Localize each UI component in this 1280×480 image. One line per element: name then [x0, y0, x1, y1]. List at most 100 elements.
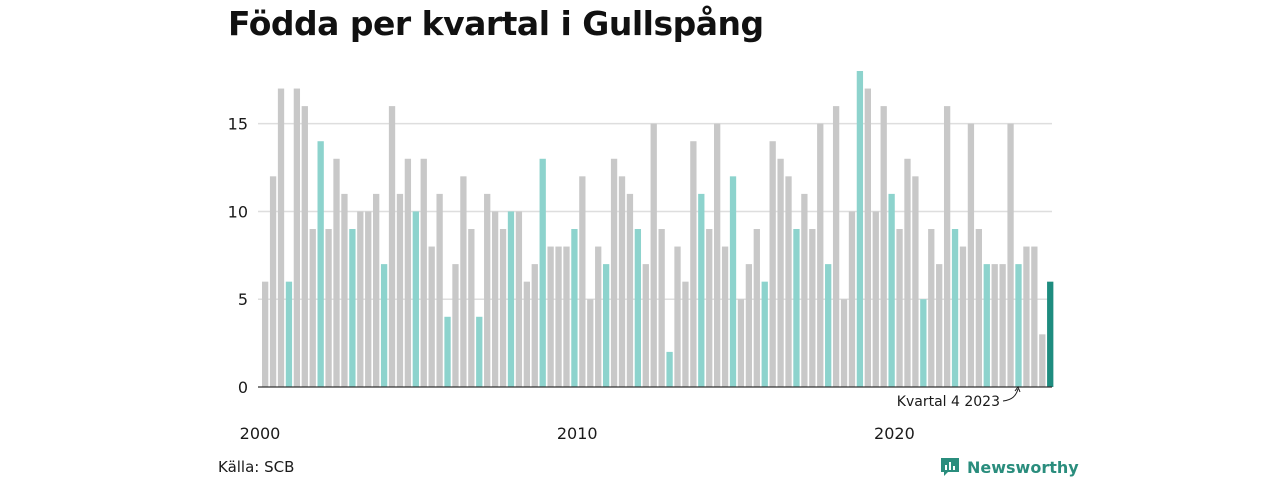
bar [983, 264, 990, 387]
bar [555, 246, 562, 387]
bar [515, 211, 523, 387]
bar [801, 193, 808, 387]
x-tick-label: 2010 [557, 424, 598, 443]
bar [428, 246, 435, 387]
bar [444, 316, 451, 387]
bar [943, 106, 951, 387]
bar [412, 211, 419, 387]
bar [325, 229, 332, 387]
bars [262, 71, 1054, 388]
y-tick-label: 15 [228, 115, 248, 134]
bar [936, 264, 943, 387]
bar [484, 193, 491, 387]
source-label: Källa: SCB [218, 458, 295, 476]
bar [460, 176, 467, 387]
bar [618, 176, 626, 387]
bar [650, 123, 657, 388]
bar [864, 88, 871, 388]
bar [809, 229, 816, 387]
bar [825, 264, 832, 387]
bar [610, 158, 618, 387]
bar [539, 158, 546, 387]
bar [341, 193, 348, 387]
bar [658, 229, 665, 387]
y-tick-label: 5 [238, 290, 248, 309]
chart-title: Födda per kvartal i Gullspång [228, 4, 764, 43]
bar [959, 246, 967, 387]
bar [714, 123, 721, 388]
bar [1007, 123, 1014, 388]
bar [579, 176, 586, 387]
bar [872, 211, 879, 387]
bar [904, 158, 911, 387]
bar [745, 264, 753, 387]
bar [301, 106, 308, 387]
bar [499, 229, 507, 387]
bar [690, 141, 697, 387]
bar [436, 193, 443, 387]
bar [729, 176, 737, 387]
bar [587, 299, 594, 387]
bar [277, 88, 285, 388]
bar [880, 106, 887, 387]
bar [642, 264, 649, 387]
bar [388, 106, 396, 387]
bar [262, 281, 269, 387]
bar [563, 246, 570, 387]
bar [674, 246, 681, 387]
bar [999, 264, 1006, 387]
y-tick-label: 10 [228, 202, 248, 221]
y-tick-label: 0 [238, 378, 248, 397]
bar [333, 158, 340, 387]
bar [967, 123, 975, 388]
bar [840, 299, 848, 387]
bar [373, 193, 380, 387]
bar [896, 229, 903, 387]
bar [912, 176, 919, 387]
bar [951, 229, 959, 387]
bar [817, 123, 824, 388]
bar [753, 229, 760, 387]
bar [476, 316, 483, 387]
bar [547, 246, 554, 387]
x-tick-label: 2000 [240, 424, 281, 443]
bar [888, 193, 895, 387]
bar [602, 264, 610, 387]
bar [404, 158, 412, 387]
bar [682, 281, 689, 387]
annotation-label: Kvartal 4 2023 [897, 394, 1000, 410]
bar [769, 141, 776, 387]
bar [928, 229, 935, 387]
bar [507, 211, 515, 387]
annotation: Kvartal 4 2023 [897, 385, 1021, 410]
bar [317, 141, 324, 387]
bar [269, 176, 277, 387]
bar [309, 229, 316, 387]
bar [365, 211, 372, 387]
bar [571, 229, 578, 387]
bar [634, 229, 642, 387]
bar [380, 264, 388, 387]
bar [1015, 264, 1022, 387]
bar [721, 246, 729, 387]
x-axis: 2000 2010 2020 [240, 386, 1052, 443]
annotation-arrow [1002, 388, 1019, 402]
bar [1039, 334, 1046, 387]
bar [468, 229, 475, 387]
bar [666, 351, 673, 387]
bar [1047, 281, 1054, 387]
bar [523, 281, 530, 387]
bar [793, 229, 800, 387]
bar [293, 88, 301, 388]
bar [737, 299, 745, 387]
y-axis: 0 5 10 15 [228, 115, 248, 397]
bar [1031, 246, 1038, 387]
bar [452, 264, 459, 387]
brand-logo[interactable]: Newsworthy [939, 456, 1079, 478]
bar [761, 281, 768, 387]
bar [785, 176, 792, 387]
bar [491, 211, 499, 387]
bar [920, 299, 927, 387]
bar [420, 158, 427, 387]
